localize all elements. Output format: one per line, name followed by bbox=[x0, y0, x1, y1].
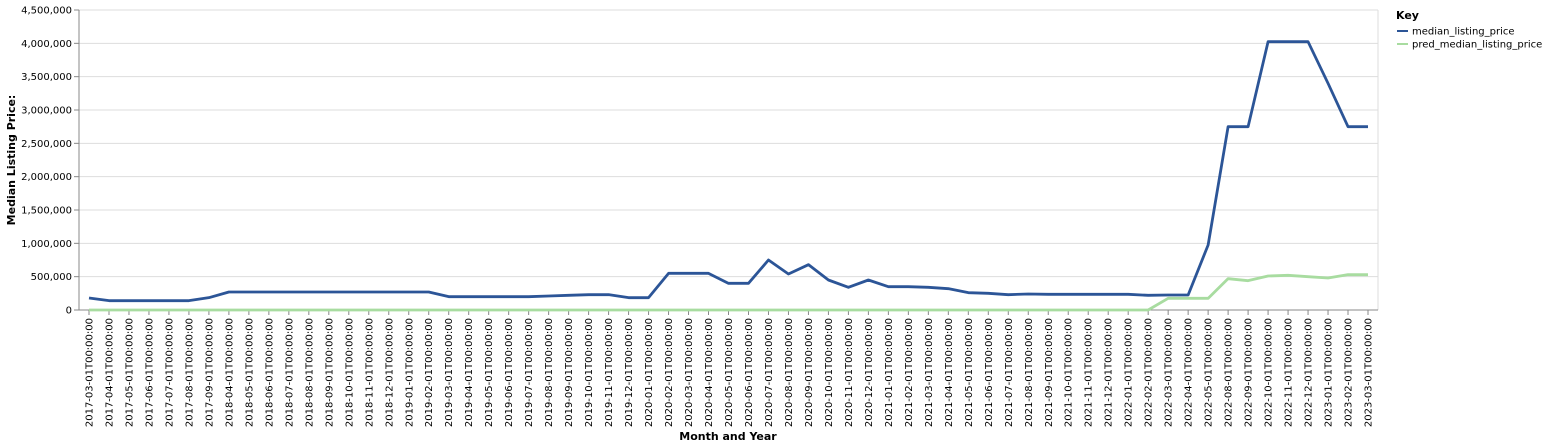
y-tick-label: 1,000,000 bbox=[21, 239, 72, 250]
y-tick-label: 3,500,000 bbox=[21, 72, 72, 83]
x-tick-label: 2019-10-01T00:00:00 bbox=[584, 318, 595, 427]
x-tick-label: 2019-04-01T00:00:00 bbox=[464, 318, 475, 427]
legend: Key median_listing_price pred_median_list… bbox=[1396, 9, 1542, 51]
x-tick-label: 2021-05-01T00:00:00 bbox=[964, 318, 975, 427]
x-tick-label: 2020-01-01T00:00:00 bbox=[644, 318, 655, 427]
x-tick-label: 2023-01-01T00:00:00 bbox=[1324, 318, 1335, 427]
x-tick-label: 2020-05-01T00:00:00 bbox=[724, 318, 735, 427]
x-tick-label: 2017-08-01T00:00:00 bbox=[184, 318, 195, 427]
x-tick-label: 2019-09-01T00:00:00 bbox=[564, 318, 575, 427]
x-tick-label: 2019-07-01T00:00:00 bbox=[524, 318, 535, 427]
x-tick-label: 2021-02-01T00:00:00 bbox=[904, 318, 915, 427]
y-tick-label: 0 bbox=[66, 306, 72, 317]
x-tick-label: 2018-04-01T00:00:00 bbox=[224, 318, 235, 427]
series-line-pred-median-listing-price bbox=[89, 273, 1368, 312]
x-tick-label: 2018-05-01T00:00:00 bbox=[244, 318, 255, 427]
x-tick-label: 2022-03-01T00:00:00 bbox=[1164, 318, 1175, 427]
x-tick-label: 2021-01-01T00:00:00 bbox=[884, 318, 895, 427]
x-tick-label: 2019-05-01T00:00:00 bbox=[484, 318, 495, 427]
x-tick-label: 2021-04-01T00:00:00 bbox=[944, 318, 955, 427]
x-tick-label: 2017-06-01T00:00:00 bbox=[144, 318, 155, 427]
x-tick-label: 2022-05-01T00:00:00 bbox=[1204, 318, 1215, 427]
x-axis: 2017-03-01T00:00:00 2017-04-01T00:00:00 20… bbox=[79, 309, 1378, 427]
x-tick-label: 2018-09-01T00:00:00 bbox=[324, 318, 335, 427]
x-tick-label: 2018-12-01T00:00:00 bbox=[384, 318, 395, 427]
x-tick-label: 2017-04-01T00:00:00 bbox=[104, 318, 115, 427]
x-tick-label: 2019-03-01T00:00:00 bbox=[444, 318, 455, 427]
x-tick-label: 2022-01-01T00:00:00 bbox=[1124, 318, 1135, 427]
x-tick-label: 2022-10-01T00:00:00 bbox=[1264, 318, 1275, 427]
gridlines bbox=[79, 9, 1379, 311]
x-tick-label: 2023-03-01T00:00:00 bbox=[1364, 318, 1375, 427]
legend-label: median_listing_price bbox=[1412, 27, 1515, 38]
x-tick-label: 2019-12-01T00:00:00 bbox=[624, 318, 635, 427]
x-tick-label: 2020-06-01T00:00:00 bbox=[744, 318, 755, 427]
series-line-median-listing-price bbox=[88, 40, 1368, 303]
x-tick-label: 2020-02-01T00:00:00 bbox=[664, 318, 675, 427]
x-tick-label: 2018-08-01T00:00:00 bbox=[304, 318, 315, 427]
y-tick-label: 2,500,000 bbox=[21, 139, 72, 150]
x-tick-label: 2020-07-01T00:00:00 bbox=[764, 318, 775, 427]
x-tick-label: 2021-10-01T00:00:00 bbox=[1064, 318, 1075, 427]
x-tick-label: 2019-01-01T00:00:00 bbox=[404, 318, 415, 427]
y-axis-title: Median Listing Price: bbox=[5, 95, 18, 226]
legend-label: pred_median_listing_price bbox=[1412, 40, 1542, 51]
x-tick-label: 2021-03-01T00:00:00 bbox=[924, 318, 935, 427]
x-tick-label: 2020-08-01T00:00:00 bbox=[784, 318, 795, 427]
x-tick-label: 2022-08-01T00:00:00 bbox=[1224, 318, 1235, 427]
y-tick-label: 4,500,000 bbox=[21, 6, 72, 17]
y-tick-label: 3,000,000 bbox=[21, 106, 72, 117]
x-tick-label: 2020-09-01T00:00:00 bbox=[804, 318, 815, 427]
x-tick-label: 2021-08-01T00:00:00 bbox=[1024, 318, 1035, 427]
x-tick-label: 2017-03-01T00:00:00 bbox=[85, 318, 96, 427]
legend-title: Key bbox=[1396, 9, 1419, 22]
y-tick-label: 500,000 bbox=[31, 272, 72, 283]
x-tick-label: 2022-09-01T00:00:00 bbox=[1244, 318, 1255, 427]
x-tick-label: 2021-06-01T00:00:00 bbox=[984, 318, 995, 427]
y-tick-label: 2,000,000 bbox=[21, 172, 72, 183]
x-tick-label: 2018-11-01T00:00:00 bbox=[364, 318, 375, 427]
x-tick-label: 2022-12-01T00:00:00 bbox=[1304, 318, 1315, 427]
x-tick-label: 2020-04-01T00:00:00 bbox=[704, 318, 715, 427]
x-tick-label: 2018-10-01T00:00:00 bbox=[344, 318, 355, 427]
x-tick-label: 2020-10-01T00:00:00 bbox=[824, 318, 835, 427]
x-tick-label: 2021-07-01T00:00:00 bbox=[1004, 318, 1015, 427]
y-tick-label: 4,000,000 bbox=[21, 39, 72, 50]
series-layer bbox=[88, 40, 1368, 312]
x-tick-label: 2019-08-01T00:00:00 bbox=[544, 318, 555, 427]
x-tick-label: 2022-11-01T00:00:00 bbox=[1284, 318, 1295, 427]
x-tick-label: 2022-04-01T00:00:00 bbox=[1184, 318, 1195, 427]
x-tick-label: 2017-07-01T00:00:00 bbox=[164, 318, 175, 427]
x-tick-label: 2020-11-01T00:00:00 bbox=[844, 318, 855, 427]
x-tick-label: 2020-12-01T00:00:00 bbox=[864, 318, 875, 427]
x-tick-label: 2018-06-01T00:00:00 bbox=[264, 318, 275, 427]
x-axis-title: Month and Year bbox=[679, 430, 777, 443]
x-tick-label: 2017-09-01T00:00:00 bbox=[204, 318, 215, 427]
x-tick-label: 2021-12-01T00:00:00 bbox=[1104, 318, 1115, 427]
x-tick-label: 2019-11-01T00:00:00 bbox=[604, 318, 615, 427]
y-axis: 0 500,000 1,000,000 1,500,000 2,000,000 2,500… bbox=[21, 6, 80, 317]
x-tick-label: 2020-03-01T00:00:00 bbox=[684, 318, 695, 427]
y-tick-label: 1,500,000 bbox=[21, 206, 72, 217]
x-tick-label: 2023-02-01T00:00:00 bbox=[1344, 318, 1355, 427]
x-tick-label: 2017-05-01T00:00:00 bbox=[124, 318, 135, 427]
x-tick-label: 2021-09-01T00:00:00 bbox=[1044, 318, 1055, 427]
x-tick-label: 2022-02-01T00:00:00 bbox=[1144, 318, 1155, 427]
x-tick-label: 2019-06-01T00:00:00 bbox=[504, 318, 515, 427]
x-tick-label: 2019-02-01T00:00:00 bbox=[424, 318, 435, 427]
x-tick-label: 2018-07-01T00:00:00 bbox=[284, 318, 295, 427]
x-tick-label: 2021-11-01T00:00:00 bbox=[1084, 318, 1095, 427]
